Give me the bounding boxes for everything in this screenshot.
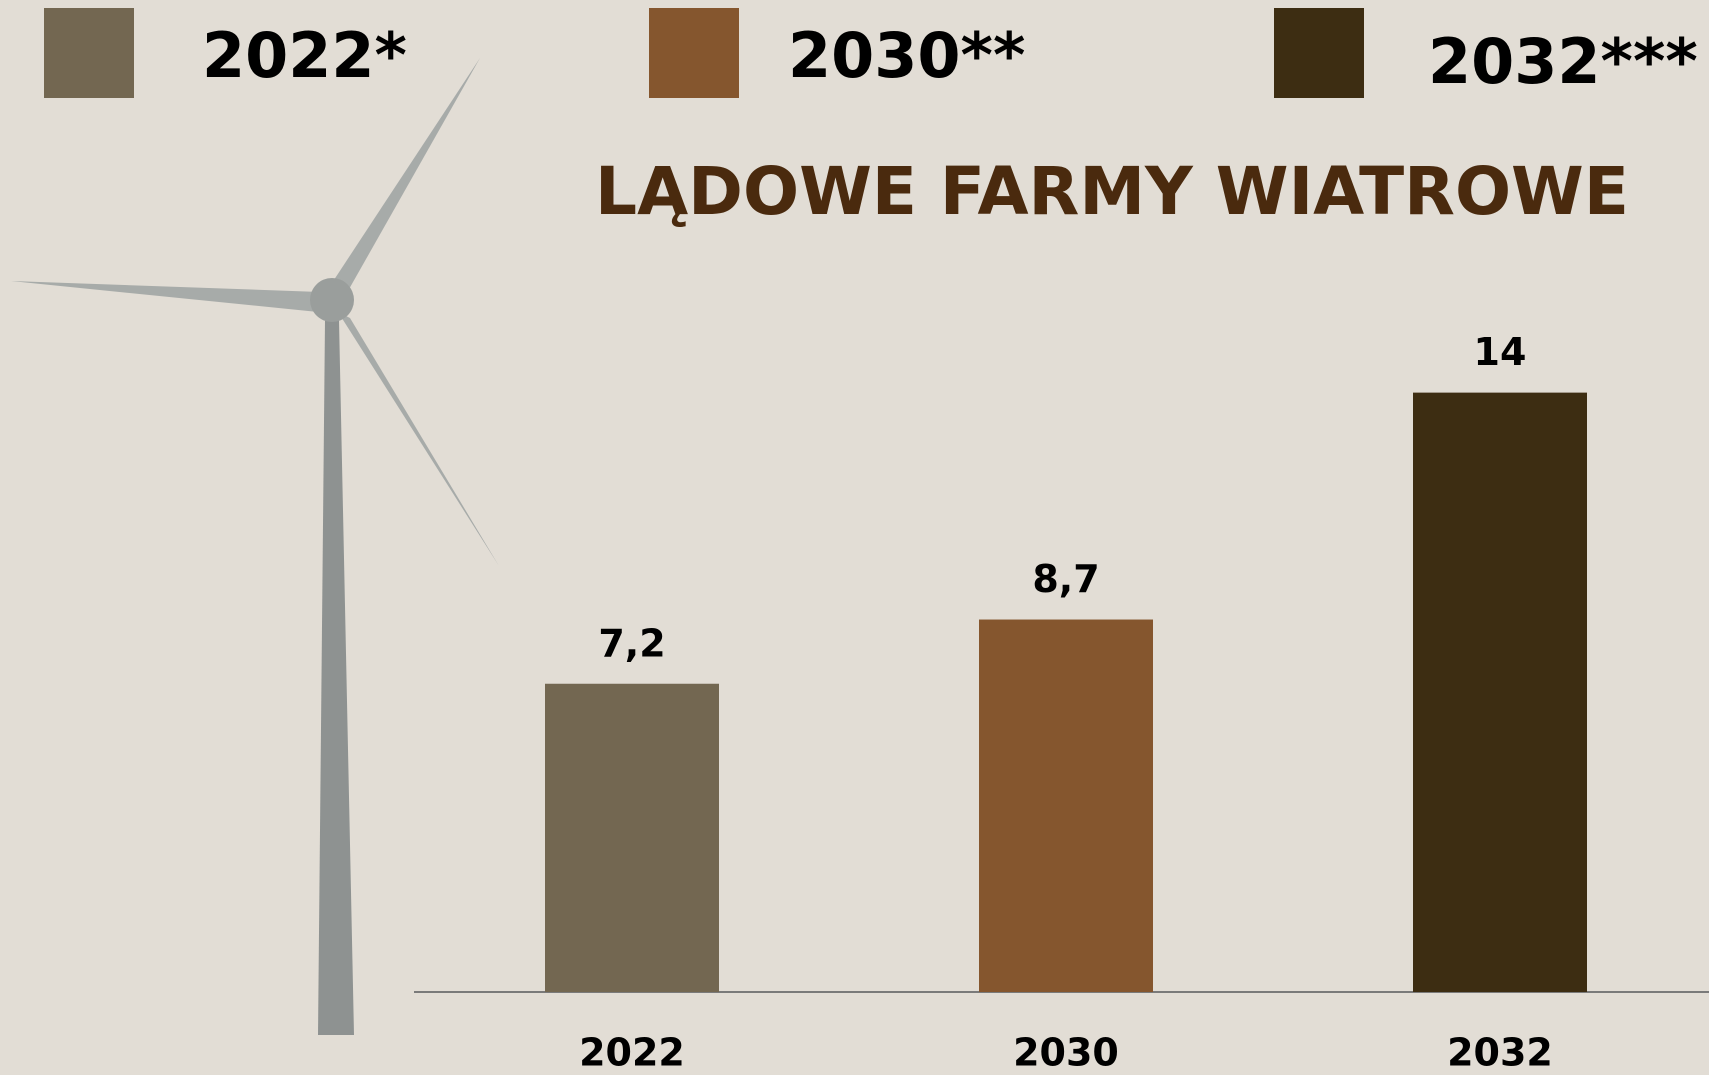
value-label: 14 [1474,330,1527,374]
x-tick-label: 2022 [579,1031,685,1075]
x-tick-label: 2032 [1447,1031,1553,1075]
value-label: 7,2 [598,621,665,665]
legend-label: 2030** [788,19,1025,92]
legend-swatch [44,8,134,98]
x-tick-label: 2030 [1013,1031,1119,1075]
bar [545,683,719,992]
wind-turbine [11,58,499,1035]
bar [1413,392,1587,992]
value-label: 8,7 [1032,557,1099,601]
bar [979,619,1153,992]
legend-swatch [649,8,739,98]
legend-label: 2032*** [1428,25,1698,98]
legend-swatch [1274,8,1364,98]
legend-label: 2022* [202,19,407,92]
chart-title: LĄDOWE FARMY WIATROWE [595,153,1629,230]
